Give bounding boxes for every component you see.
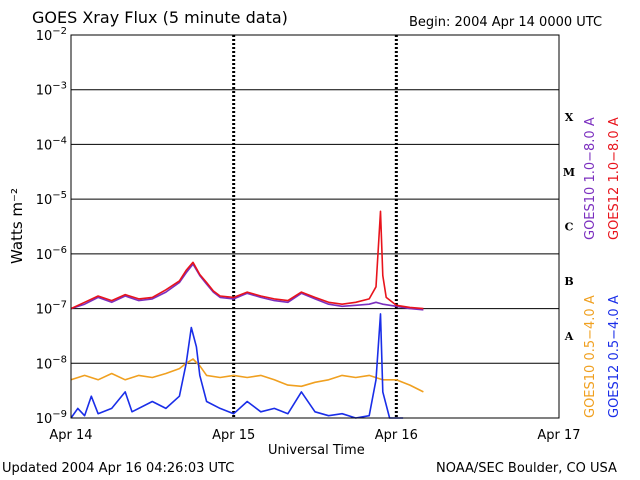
x-axis-label: Universal Time bbox=[268, 443, 365, 458]
y-tick-label: 10−5 bbox=[36, 190, 67, 208]
source-credit: NOAA/SEC Boulder, CO USA bbox=[436, 461, 617, 476]
y-tick-exponent: −7 bbox=[52, 300, 67, 311]
series-line-0 bbox=[70, 263, 424, 311]
series-line-2 bbox=[70, 358, 424, 393]
y-tick-exponent: −3 bbox=[52, 81, 67, 92]
flare-class-label: X bbox=[565, 111, 574, 124]
y-tick-exponent: −6 bbox=[52, 245, 67, 256]
plot-frame bbox=[70, 34, 560, 419]
x-tick-label: Apr 14 bbox=[49, 428, 92, 443]
y-axis-label: Watts m⁻² bbox=[8, 188, 26, 264]
y-tick-label: 10−2 bbox=[36, 26, 67, 44]
grid-layer bbox=[71, 35, 559, 418]
y-tick-exponent: −8 bbox=[52, 354, 67, 365]
y-tick-exponent: −2 bbox=[52, 26, 67, 37]
chart-title: GOES Xray Flux (5 minute data) bbox=[32, 8, 288, 27]
legend-goes10-short: GOES10 0.5−4.0 A bbox=[583, 295, 598, 418]
x-tick-label: Apr 17 bbox=[537, 428, 580, 443]
y-tick-label: 10−7 bbox=[36, 300, 67, 318]
flare-class-label: A bbox=[564, 330, 574, 343]
updated-timestamp: Updated 2004 Apr 16 04:26:03 UTC bbox=[2, 461, 235, 476]
series-line-1 bbox=[70, 210, 424, 310]
flare-class-label: B bbox=[564, 275, 573, 288]
x-tick-label: Apr 15 bbox=[212, 428, 255, 443]
flare-class-label: M bbox=[563, 166, 575, 179]
y-tick-label: 10−3 bbox=[36, 81, 67, 99]
y-tick-label: 10−6 bbox=[36, 245, 67, 263]
label-layer: 10−9 10−8 10−7 10−6 10−5 10−4 10−3 10−2 Apr 14 Ap… bbox=[36, 26, 581, 443]
x-tick-label: Apr 16 bbox=[375, 428, 418, 443]
frame-layer bbox=[70, 34, 560, 419]
y-tick-label: 10−9 bbox=[36, 409, 67, 427]
y-tick-exponent: −5 bbox=[52, 190, 67, 201]
legend-goes12-long: GOES12 1.0−8.0 A bbox=[607, 117, 622, 240]
y-tick-label: 10−8 bbox=[36, 354, 67, 372]
legend-goes10-long: GOES10 1.0−8.0 A bbox=[583, 117, 598, 240]
data-layer bbox=[70, 210, 424, 419]
y-tick-exponent: −4 bbox=[52, 135, 67, 146]
y-tick-label: 10−4 bbox=[36, 135, 67, 153]
flare-class-label: C bbox=[565, 221, 574, 234]
y-tick-exponent: −9 bbox=[52, 409, 67, 420]
begin-date: Begin: 2004 Apr 14 0000 UTC bbox=[409, 15, 603, 30]
series-line-3 bbox=[70, 313, 404, 419]
legend-goes12-short: GOES12 0.5−4.0 A bbox=[607, 295, 622, 418]
